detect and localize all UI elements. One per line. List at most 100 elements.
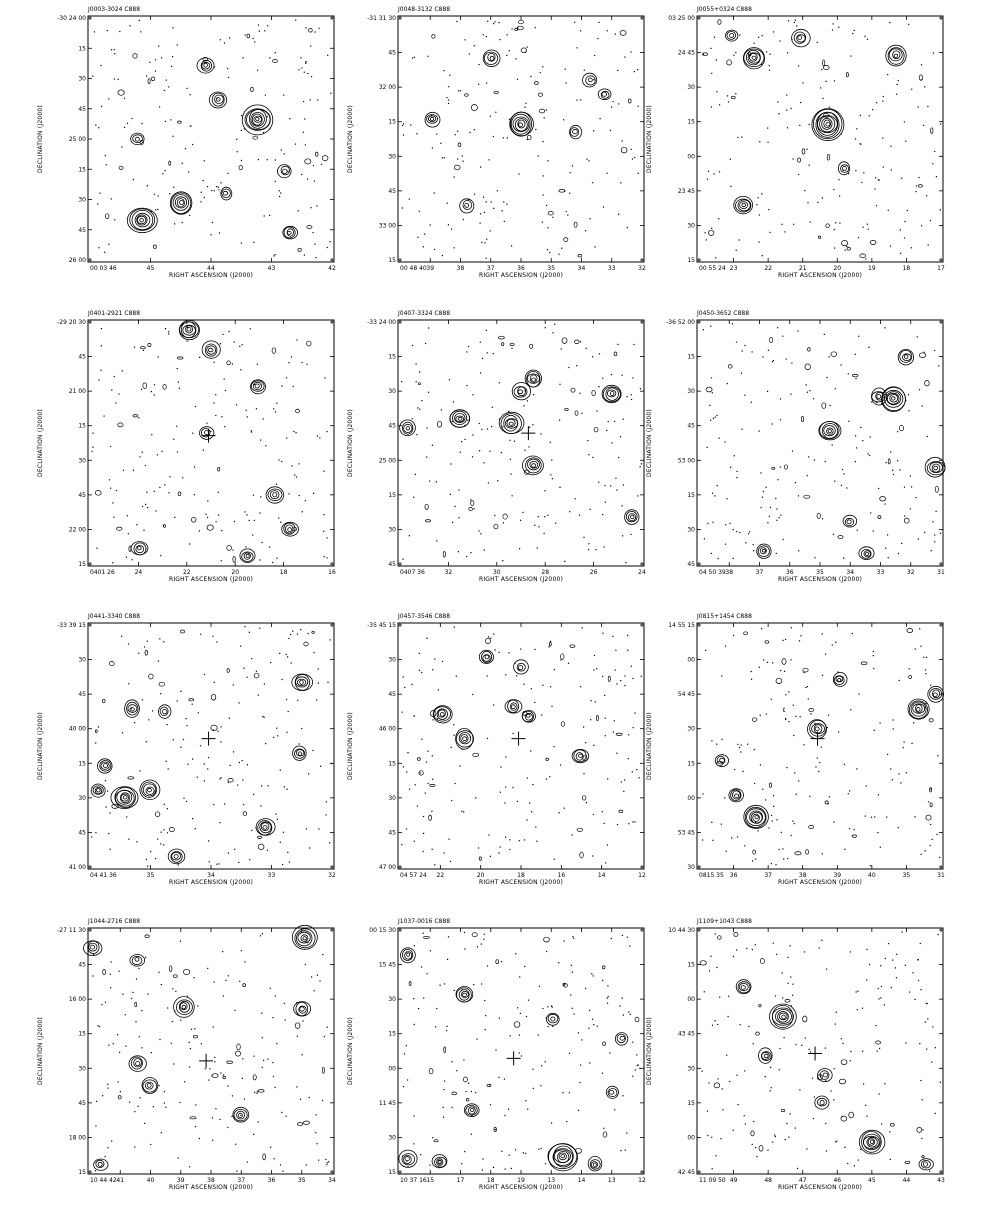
noise-speck <box>318 1159 320 1161</box>
noise-contour <box>116 526 123 531</box>
contour-level <box>297 751 302 756</box>
panel-title: J0407-3324 C888 <box>397 310 450 317</box>
noise-speck <box>261 1066 263 1068</box>
noise-speck <box>122 993 124 995</box>
contour-level <box>120 793 129 802</box>
noise-speck <box>901 931 903 933</box>
contour-level <box>557 1151 570 1164</box>
noise-speck <box>192 143 194 146</box>
noise-contour <box>418 770 424 776</box>
noise-speck <box>189 125 191 127</box>
noise-speck <box>123 126 126 128</box>
noise-speck <box>443 70 445 72</box>
contour-level <box>465 1105 478 1116</box>
contour-level <box>460 990 469 999</box>
noise-speck <box>781 972 783 974</box>
noise-speck <box>812 1117 814 1120</box>
source-contours <box>509 111 534 137</box>
noise-contour <box>751 717 758 722</box>
noise-speck <box>121 146 123 148</box>
noise-speck <box>755 858 757 860</box>
noise-speck <box>552 216 554 218</box>
noise-speck <box>733 54 735 56</box>
contour-level <box>145 786 155 795</box>
noise-speck <box>464 438 466 440</box>
noise-contour <box>613 351 618 357</box>
noise-speck <box>768 209 770 211</box>
noise-speck <box>522 511 524 513</box>
noise-speck <box>803 744 805 746</box>
noise-speck <box>792 983 794 985</box>
noise-speck <box>604 484 606 487</box>
noise-speck <box>713 173 715 175</box>
noise-speck <box>458 489 460 491</box>
noise-speck <box>323 514 325 516</box>
contour-level <box>761 1051 770 1060</box>
noise-speck <box>633 343 635 346</box>
noise-speck <box>790 1005 792 1007</box>
noise-speck <box>232 549 234 551</box>
y-tick-label: 15 <box>388 492 396 499</box>
plot-frame <box>87 15 335 263</box>
noise-speck <box>96 1100 98 1102</box>
noise-speck <box>446 1025 448 1027</box>
noise-speck <box>493 704 495 706</box>
noise-speck <box>467 419 469 421</box>
noise-speck <box>304 500 306 502</box>
noise-contour <box>852 374 859 378</box>
noise-speck <box>450 746 452 748</box>
noise-speck <box>787 956 789 958</box>
noise-contour <box>877 515 882 519</box>
noise-speck <box>856 768 858 770</box>
noise-speck <box>103 415 105 417</box>
noise-speck <box>858 335 860 337</box>
noise-contour <box>232 555 236 563</box>
noise-speck <box>180 690 182 692</box>
noise-speck <box>770 1087 772 1089</box>
noise-speck <box>245 409 247 411</box>
noise-speck <box>790 627 792 629</box>
contour-level <box>180 321 197 339</box>
noise-speck <box>835 222 837 224</box>
source-contours <box>547 1143 578 1172</box>
noise-speck <box>163 641 165 643</box>
noise-speck <box>740 751 742 753</box>
contour-level <box>560 1154 566 1159</box>
noise-speck <box>100 328 102 330</box>
noise-speck <box>192 432 194 434</box>
noise-contour <box>837 535 844 540</box>
noise-speck <box>735 93 737 95</box>
noise-speck <box>411 418 413 420</box>
noise-speck <box>164 120 166 122</box>
noise-speck <box>544 1163 547 1165</box>
noise-speck <box>92 953 95 956</box>
noise-speck <box>626 396 628 398</box>
noise-speck <box>849 790 851 792</box>
source-contours <box>569 124 582 140</box>
noise-speck <box>508 652 510 654</box>
noise-speck <box>181 221 183 224</box>
contour-level <box>88 942 98 952</box>
noise-speck <box>706 1110 708 1112</box>
noise-speck <box>882 166 884 168</box>
noise-speck <box>621 997 623 999</box>
noise-speck <box>602 206 605 208</box>
noise-speck <box>787 857 789 860</box>
contour-level <box>126 701 139 716</box>
contour-level <box>432 705 453 724</box>
noise-speck <box>926 195 928 197</box>
noise-speck <box>240 1114 242 1116</box>
contour-level <box>739 201 748 210</box>
noise-speck <box>466 351 468 353</box>
noise-speck <box>761 255 763 257</box>
source-contours <box>424 111 441 128</box>
noise-speck <box>511 245 513 247</box>
contour-level <box>885 44 907 67</box>
noise-contour <box>257 1089 265 1093</box>
noise-speck <box>532 1068 534 1070</box>
noise-speck <box>117 1034 119 1036</box>
contour-level <box>525 714 531 718</box>
x-tick-label: 43 <box>268 265 276 272</box>
noise-speck <box>509 848 511 851</box>
noise-speck <box>494 21 496 23</box>
